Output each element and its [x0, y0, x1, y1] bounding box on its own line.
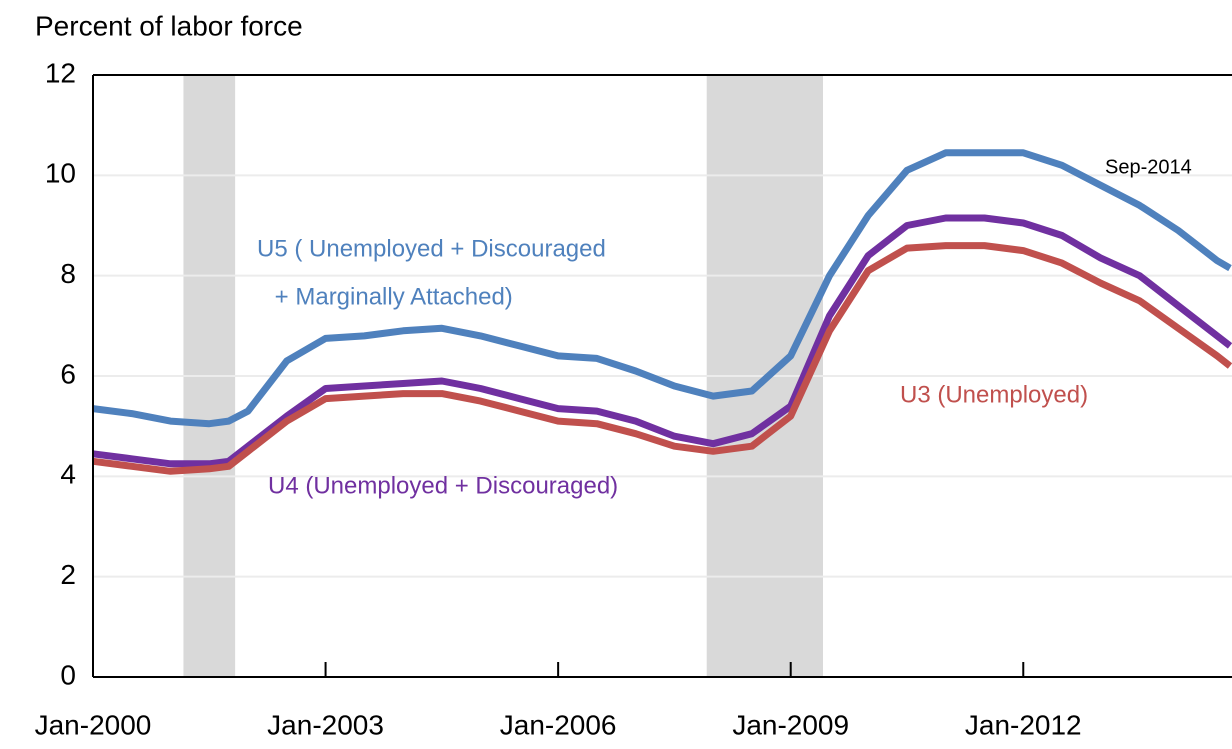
annotation: U5 ( Unemployed + Discouraged	[257, 235, 606, 262]
annotation: U4 (Unemployed + Discouraged)	[268, 472, 618, 499]
x-tick-label: Jan-2000	[35, 709, 152, 740]
y-tick-label: 8	[60, 258, 76, 289]
annotation: + Marginally Attached)	[268, 283, 513, 310]
series-line	[92, 149, 1232, 428]
y-tick-label: 10	[45, 158, 76, 189]
x-tick-label: Jan-2006	[500, 709, 617, 740]
series-line	[92, 242, 1232, 475]
annotation: Sep-2014	[1105, 156, 1192, 178]
y-tick-label: 6	[60, 358, 76, 389]
series-line	[92, 214, 1232, 468]
x-tick-label: Jan-2012	[965, 709, 1082, 740]
y-tick-label: 0	[60, 659, 76, 690]
y-axis-label: Percent of labor force	[35, 10, 303, 41]
annotation: U3 (Unemployed)	[900, 381, 1088, 408]
y-tick-label: 2	[60, 559, 76, 590]
y-tick-label: 4	[60, 459, 76, 490]
x-tick-label: Jan-2003	[267, 709, 384, 740]
x-tick-label: Jan-2009	[732, 709, 849, 740]
y-tick-label: 12	[45, 57, 76, 88]
